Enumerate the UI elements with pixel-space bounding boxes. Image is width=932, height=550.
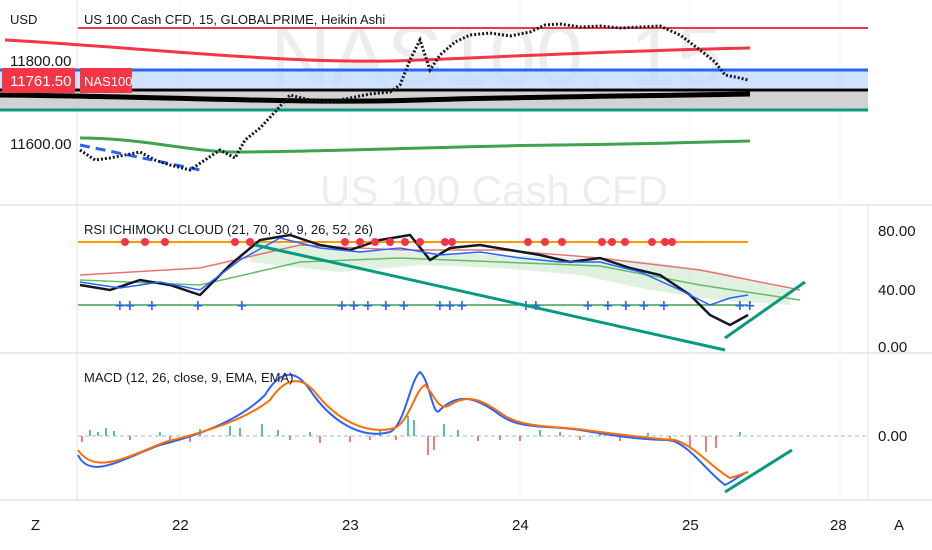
- green-moving-average: [79, 136, 751, 154]
- signal-line: [77, 380, 749, 480]
- rsi-tick-40: 40.00: [878, 282, 916, 299]
- rsi-oversold-markers: +++++ ++++++++ +++++++++: [114, 298, 756, 314]
- svg-text:+: +: [444, 298, 456, 314]
- auto-scale-button[interactable]: A: [894, 517, 904, 534]
- rsi-panel[interactable]: +++++ ++++++++ +++++++++ RSI ICHIMOKU CL…: [78, 222, 916, 356]
- zoom-button[interactable]: Z: [31, 517, 40, 534]
- price-panel[interactable]: USD US 100 Cash CFD, 15, GLOBALPRIME, He…: [0, 12, 868, 172]
- svg-text:+: +: [146, 298, 158, 314]
- svg-text:+: +: [236, 298, 248, 314]
- svg-text:+: +: [192, 298, 204, 314]
- red-moving-average: [4, 38, 751, 63]
- rsi-green-span: [79, 257, 801, 301]
- symbol-tag-label: NAS100: [84, 74, 132, 89]
- currency-label: USD: [10, 12, 37, 27]
- svg-text:+: +: [398, 298, 410, 314]
- price-candles: [79, 22, 749, 172]
- svg-text:+: +: [638, 298, 650, 314]
- zoom-button-label[interactable]: Z: [31, 517, 40, 534]
- macd-title[interactable]: MACD (12, 26, close, 9, EMA, EMA): [84, 370, 294, 385]
- auto-scale-button-label[interactable]: A: [894, 517, 904, 534]
- rsi-red-span: [79, 244, 801, 291]
- svg-text:+: +: [734, 298, 746, 314]
- svg-text:+: +: [380, 298, 392, 314]
- rsi-blue-line: [79, 237, 749, 306]
- macd-tick-0: 0.00: [878, 428, 907, 445]
- rsi-overbought-markers: [121, 238, 676, 246]
- rsi-uptrend-line: [724, 280, 806, 340]
- rsi-tick-0: 0.00: [878, 339, 907, 356]
- svg-text:+: +: [434, 298, 446, 314]
- rsi-line: [79, 233, 749, 327]
- svg-text:+: +: [362, 298, 374, 314]
- time-axis[interactable]: 22 23 24 25 28: [172, 517, 847, 534]
- watermark-name: US 100 Cash CFD: [320, 167, 668, 214]
- symbol-tag: [80, 68, 132, 93]
- price-tick-11600: 11600.00: [10, 136, 71, 153]
- macd-line: [77, 370, 749, 487]
- macd-panel[interactable]: MACD (12, 26, close, 9, EMA, EMA) 0.00: [77, 370, 907, 494]
- current-price-label: 11761.50: [10, 73, 71, 90]
- time-label-28: 28: [830, 517, 847, 534]
- rsi-title[interactable]: RSI ICHIMOKU CLOUD (21, 70, 30, 9, 26, 5…: [84, 222, 373, 237]
- blue-trend-dashed: [79, 143, 201, 172]
- time-label-23: 23: [342, 517, 359, 534]
- svg-text:+: +: [620, 298, 632, 314]
- current-price-tag: [2, 68, 75, 93]
- svg-text:+: +: [744, 298, 756, 314]
- time-label-25: 25: [682, 517, 699, 534]
- black-moving-average: [0, 91, 751, 104]
- svg-text:+: +: [582, 298, 594, 314]
- macd-uptrend-line: [724, 448, 793, 494]
- macd-histogram: [81, 416, 741, 455]
- chart-title[interactable]: US 100 Cash CFD, 15, GLOBALPRIME, Heikin…: [84, 12, 385, 27]
- svg-text:+: +: [658, 298, 670, 314]
- time-label-22: 22: [172, 517, 189, 534]
- blue-zone: [0, 70, 868, 88]
- rsi-tick-80: 80.00: [878, 223, 916, 240]
- svg-text:+: +: [114, 298, 126, 314]
- svg-text:+: +: [124, 298, 136, 314]
- time-label-24: 24: [512, 517, 529, 534]
- rsi-downtrend-line: [254, 243, 726, 352]
- svg-text:+: +: [530, 298, 542, 314]
- svg-text:+: +: [456, 298, 468, 314]
- price-tick-11800: 11800.00: [10, 53, 71, 70]
- svg-text:+: +: [336, 298, 348, 314]
- rsi-cloud: [250, 240, 790, 305]
- svg-text:+: +: [348, 298, 360, 314]
- svg-text:+: +: [602, 298, 614, 314]
